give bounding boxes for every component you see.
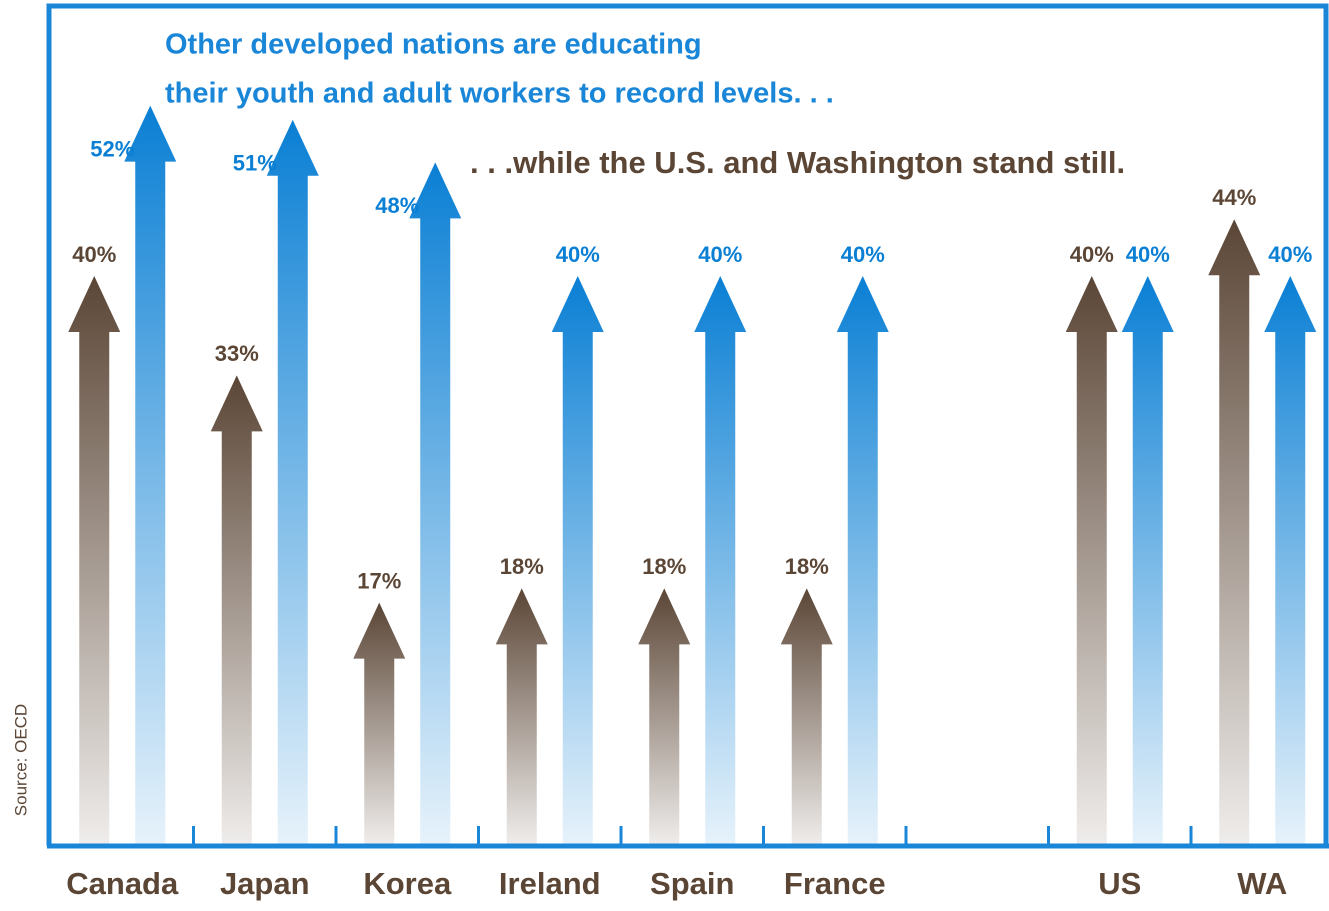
arrow-bar — [68, 276, 121, 844]
chart-subtitle: . . .while the U.S. and Washington stand… — [470, 145, 1125, 180]
value-label: 33% — [215, 341, 259, 366]
source: Source: OECD — [11, 704, 30, 816]
arrow-bar — [495, 588, 548, 844]
value-label: 40% — [1070, 242, 1114, 267]
x-tick-label: US — [1098, 866, 1141, 901]
x-tick-label: Ireland — [499, 866, 601, 901]
value-label: 40% — [698, 242, 742, 267]
arrow-bar — [836, 276, 889, 844]
value-label: 40% — [1268, 242, 1312, 267]
arrow-bar — [353, 602, 406, 844]
frame — [46, 3, 1329, 846]
value-label: 51% — [233, 151, 277, 176]
arrow-bar — [409, 162, 462, 844]
arrow-bar — [1121, 276, 1174, 844]
value-label: 18% — [500, 554, 544, 579]
arrow-bar — [780, 588, 833, 844]
arrow-bar — [638, 588, 691, 844]
arrow-bar — [1065, 276, 1118, 844]
value-label: 18% — [785, 554, 829, 579]
value-label: 52% — [90, 136, 134, 161]
value-label: 40% — [1126, 242, 1170, 267]
arrow-bar — [551, 276, 604, 844]
x-tick-label: Japan — [220, 866, 310, 901]
value-label: 44% — [1212, 185, 1256, 210]
value-label: 40% — [72, 242, 116, 267]
value-label: 40% — [556, 242, 600, 267]
arrow-bar — [124, 105, 177, 845]
value-label: 17% — [357, 568, 401, 593]
arrow-bar — [266, 119, 319, 845]
value-label: 40% — [841, 242, 885, 267]
value-label: 48% — [375, 193, 419, 218]
x-tick-label: France — [784, 866, 886, 901]
x-tick-label: WA — [1237, 866, 1287, 901]
value-label: 18% — [642, 554, 686, 579]
x-tick-label: Korea — [363, 866, 452, 901]
arrow-bar — [210, 375, 263, 844]
arrow-bar — [1208, 219, 1261, 844]
arrow-bar — [1264, 276, 1317, 844]
chart-title: their youth and adult workers to record … — [165, 78, 834, 110]
x-tick-label: Spain — [650, 866, 734, 901]
x-tick-label: Canada — [66, 866, 179, 901]
arrow-bar — [694, 276, 747, 844]
chart-title: Other developed nations are educating — [165, 29, 702, 61]
